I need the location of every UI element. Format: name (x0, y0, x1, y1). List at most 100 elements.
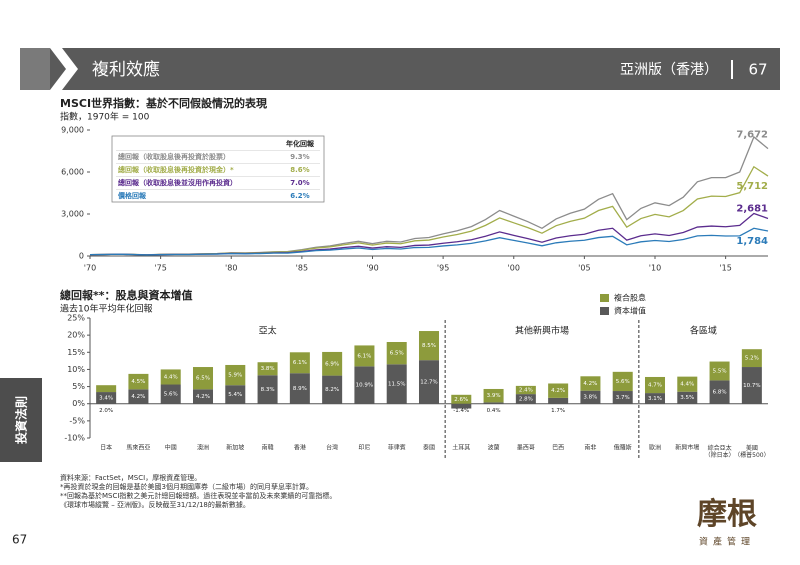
bar-segment (386, 364, 407, 404)
page-number: 67 (12, 533, 27, 547)
y-tick-label: 9,000 (61, 126, 84, 135)
bar-segment (192, 389, 214, 404)
legend-label: 複合股息 (614, 293, 646, 303)
x-tick-label: 墨西哥 (517, 445, 535, 452)
data-label: 4.7% (648, 383, 662, 389)
logo-tagline: 資產管理 (699, 536, 755, 548)
data-label: 4.2% (583, 381, 597, 387)
data-label: 5.4% (228, 392, 242, 398)
bar-segment (612, 371, 633, 392)
data-label: 8.2% (325, 387, 339, 393)
x-tick-label: 南非 (584, 444, 596, 452)
data-label: 6.5% (390, 351, 404, 357)
bar-segment (96, 385, 117, 393)
data-label: 5.6% (616, 379, 630, 385)
chart1-title: MSCI世界指數：基於不同假設情況的表現 (60, 96, 267, 110)
legend-label: 資本增值 (614, 306, 646, 316)
group-label: 亞太 (259, 325, 277, 337)
legend-name: 總回報（收取股息後再投資於股票） (118, 152, 230, 161)
data-label: -1.4% (453, 408, 469, 414)
footnote: 《環球市場縱覽 – 亞洲版》。反映截至31/12/18的最新數據。 (60, 500, 250, 509)
data-label: 3.9% (487, 393, 501, 399)
y-tick-label: 10% (67, 365, 85, 374)
x-tick-label: 新加坡 (226, 444, 244, 452)
bar-segment (709, 380, 730, 404)
bar-segment (225, 364, 246, 386)
data-label: 4.5% (131, 379, 145, 385)
data-label: 5.2% (745, 356, 759, 362)
bar-segment (451, 394, 472, 404)
bar-segment (548, 397, 569, 404)
data-label: 5.9% (228, 373, 242, 379)
header-divider (731, 60, 733, 79)
data-label: 10.7% (743, 383, 760, 389)
header-title: 複利效應 (92, 59, 160, 80)
series-line (89, 227, 769, 256)
bar-segment (354, 366, 375, 404)
footnote: *再投資於現金的回報是基於美國3個月期國庫券（二級市場）的同月孳息率計算。 (60, 482, 313, 491)
bar-segment (677, 391, 698, 404)
x-tick-label: 綜合亞太（除日本） (705, 444, 735, 459)
end-label: 7,672 (736, 130, 768, 141)
y-tick-label: -5% (69, 416, 85, 425)
y-tick-label: -10% (64, 434, 85, 443)
header-edition: 亞洲版（香港） (620, 62, 718, 78)
bar-segment (515, 394, 536, 404)
bar-segment (289, 352, 310, 374)
series-line (89, 212, 769, 256)
x-tick-label: '10 (649, 264, 661, 273)
y-tick-label: 5% (72, 382, 85, 391)
x-tick-label: '15 (719, 264, 731, 273)
bar-segment (741, 349, 762, 368)
legend-name: 總回報（收取股息後並沒用作再投資） (118, 178, 237, 187)
x-tick-label: 中國 (165, 444, 177, 452)
data-label: 2.6% (454, 397, 468, 403)
data-label: 4.2% (131, 394, 145, 400)
bar-segment (354, 345, 375, 367)
y-tick-label: 6,000 (61, 168, 84, 177)
group-label: 其他新興市場 (515, 325, 569, 337)
legend-return: 8.6% (290, 166, 309, 174)
bar-segment (160, 369, 181, 385)
x-tick-label: 歐洲 (649, 444, 661, 452)
x-tick-label: 泰國 (423, 444, 435, 452)
side-tab (0, 378, 42, 462)
legend-swatch (600, 294, 609, 302)
legend-return: 9.3% (290, 153, 309, 161)
bar-segment (644, 393, 666, 404)
end-label: 1,784 (736, 236, 768, 247)
bar-segment (580, 390, 601, 404)
header-page: 67 (748, 61, 767, 79)
x-tick-label: 波蘭 (488, 444, 500, 452)
bar-segment (225, 385, 246, 404)
x-tick-label: '95 (437, 264, 449, 273)
bar-segment (386, 342, 407, 365)
bar-segment (644, 376, 666, 394)
bar-segment (548, 383, 569, 398)
data-label: 3.1% (648, 396, 662, 402)
data-label: 2.8% (519, 396, 533, 402)
end-label: 5,712 (736, 181, 768, 192)
data-label: 8.9% (293, 386, 307, 392)
legend-header: 年化回報 (286, 139, 315, 148)
side-tab-text: 投資法則 (14, 396, 29, 444)
logo-name: 摩根 (697, 497, 757, 532)
x-tick-label: 南韓 (262, 444, 274, 452)
data-label: 6.1% (357, 353, 371, 359)
data-label: 3.4% (99, 395, 113, 401)
bar-segment (483, 402, 504, 404)
data-label: 4.2% (196, 394, 210, 400)
data-label: 6.8% (713, 390, 727, 396)
legend-return: 6.2% (290, 192, 309, 200)
chart2-title: 總回報**：股息與資本增值 (60, 288, 193, 302)
bar-segment (418, 360, 440, 404)
end-label: 2,681 (736, 203, 768, 214)
x-tick-label: 香港 (294, 444, 306, 452)
y-tick-label: 0 (79, 252, 84, 261)
y-tick-label: 25% (67, 314, 85, 323)
legend-swatch (600, 307, 609, 315)
x-tick-label: 馬來西亞 (126, 445, 150, 452)
x-tick-label: 俄羅斯 (614, 444, 632, 452)
data-label: 2.0% (99, 408, 113, 414)
